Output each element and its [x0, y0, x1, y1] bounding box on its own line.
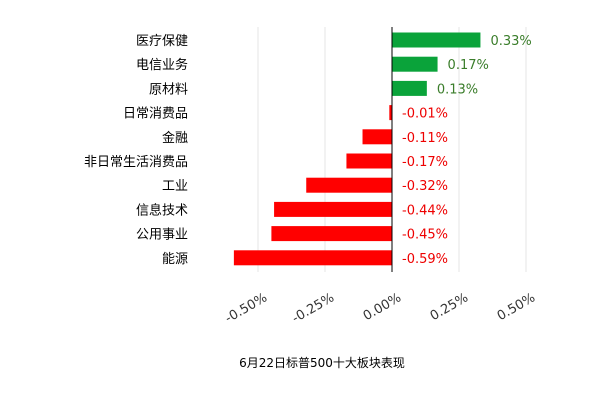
bar — [274, 201, 392, 217]
category-label: 金融 — [162, 130, 188, 146]
category-label: 信息技术 — [136, 202, 188, 218]
data-label: -0.32% — [402, 179, 448, 194]
data-label: -0.44% — [402, 203, 448, 218]
bar — [362, 129, 392, 145]
category-label: 能源 — [162, 252, 188, 267]
data-label: 0.17% — [448, 58, 489, 73]
x-tick-label: 0.25% — [428, 290, 471, 324]
category-label: 非日常生活消费品 — [84, 155, 188, 170]
category-label: 工业 — [162, 179, 188, 194]
category-label: 公用事业 — [136, 228, 188, 243]
category-label: 原材料 — [149, 82, 188, 97]
data-label: 0.33% — [490, 34, 531, 49]
bar — [389, 105, 392, 121]
category-label: 日常消费品 — [123, 107, 188, 122]
data-label: 0.13% — [437, 82, 478, 97]
bar — [392, 56, 438, 72]
data-label: -0.45% — [402, 228, 448, 243]
x-tick-label: 0.00% — [361, 290, 404, 324]
bar — [233, 250, 392, 266]
chart-title: 6月22日标普500十大板块表现 — [239, 356, 405, 370]
bar — [392, 32, 481, 48]
bar — [306, 177, 392, 193]
bar — [392, 80, 427, 96]
data-label: -0.59% — [402, 252, 448, 267]
category-label: 医疗保健 — [136, 34, 188, 49]
bars — [233, 32, 481, 266]
data-label: -0.11% — [402, 131, 448, 146]
x-tick-label: 0.50% — [495, 290, 538, 324]
bar — [271, 226, 392, 242]
x-tick-label: -0.25% — [290, 290, 337, 326]
data-label: -0.17% — [402, 155, 448, 170]
bar — [346, 153, 392, 169]
x-tick-label: -0.50% — [223, 290, 270, 326]
category-label: 电信业务 — [136, 57, 188, 73]
data-label: -0.01% — [402, 107, 448, 122]
